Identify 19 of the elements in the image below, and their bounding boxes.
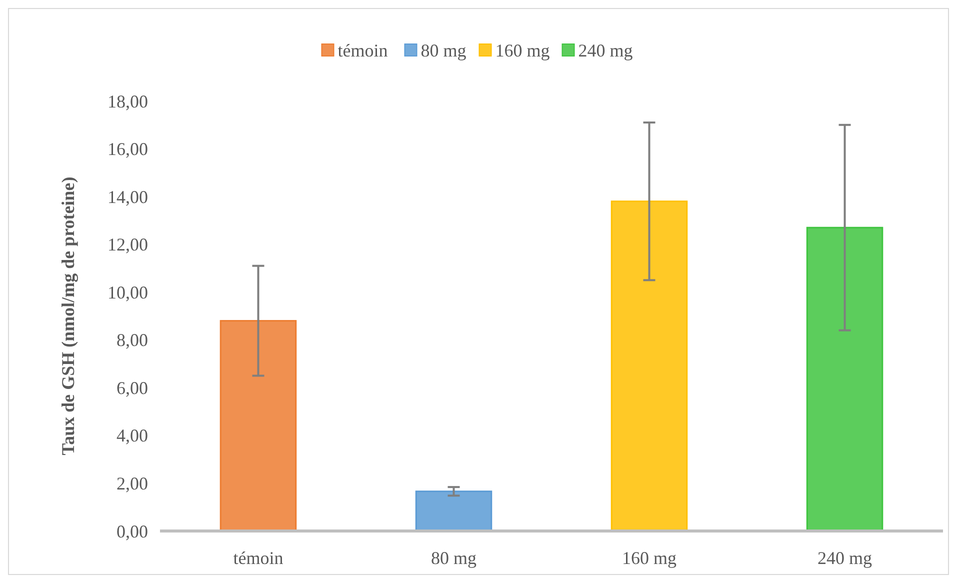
x-tick-label: 160 mg xyxy=(622,548,677,568)
y-tick-label: 18,00 xyxy=(108,91,148,112)
y-tick-label: 10,00 xyxy=(108,282,148,302)
y-tick-label: 12,00 xyxy=(108,234,148,255)
y-tick-label: 2,00 xyxy=(116,474,148,494)
y-tick-label: 0,00 xyxy=(116,521,148,542)
x-tick-label: 240 mg xyxy=(818,548,872,568)
x-tick-label: 80 mg xyxy=(430,548,477,568)
y-tick-label: 16,00 xyxy=(108,139,148,160)
x-tick-label: témoin xyxy=(233,548,284,568)
y-tick-label: 6,00 xyxy=(116,378,148,398)
legend-label: témoin xyxy=(338,40,388,60)
legend-label: 160 mg xyxy=(495,40,550,60)
legend-label: 80 mg xyxy=(420,40,466,60)
legend-label: 240 mg xyxy=(578,40,633,60)
y-tick-label: 8,00 xyxy=(116,330,148,350)
y-axis-title: Taux de GSH (nmol/mg de proteine) xyxy=(58,176,78,456)
y-tick-label: 14,00 xyxy=(108,186,148,207)
y-tick-label: 4,00 xyxy=(116,426,148,446)
